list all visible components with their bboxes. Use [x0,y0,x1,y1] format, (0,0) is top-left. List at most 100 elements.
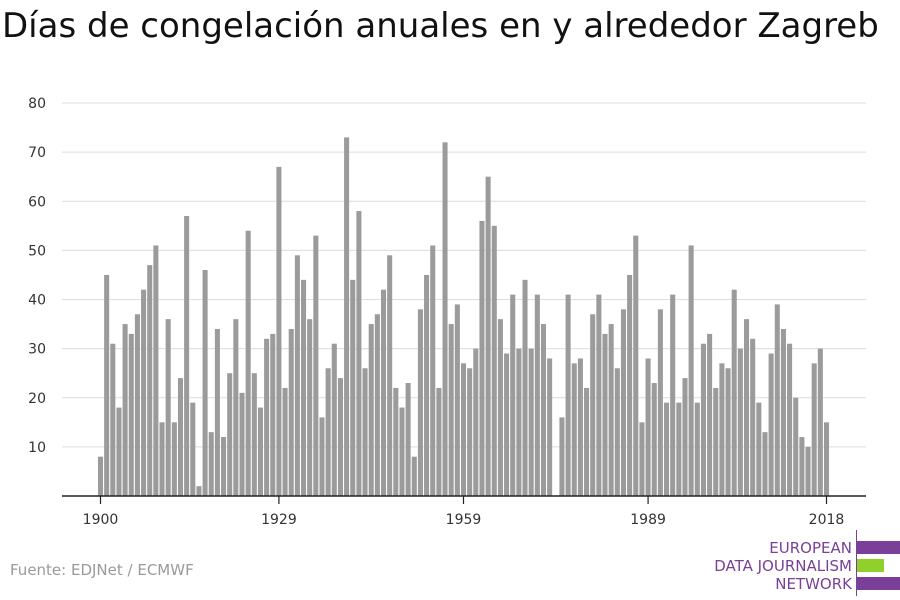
bar-1902 [110,343,116,496]
bar-1963 [485,176,491,496]
bar-1953 [424,274,430,496]
bar-2005 [743,319,750,496]
bar-1903 [116,407,122,496]
bar-1972 [540,324,547,496]
bar-2004 [737,348,743,497]
bar-2006 [750,338,756,496]
bar-2015 [805,446,811,497]
bar-1919 [214,328,220,496]
bar-1935 [313,235,319,496]
bar-1967 [510,294,516,496]
bar-1941 [350,279,356,496]
bar-2014 [799,437,805,496]
bar-1932 [294,255,300,496]
bar-1942 [356,211,362,496]
bar-2008 [762,432,768,496]
bar-1930 [282,387,288,496]
logo-bar-1 [857,541,900,554]
bar-1949 [399,407,405,496]
bar-1999 [707,333,713,496]
bar-1922 [233,319,239,496]
logo-bar-2 [857,559,884,572]
bar-2011 [780,328,786,496]
bar-1957 [448,324,454,496]
bar-1937 [325,368,331,496]
bar-1966 [504,353,510,496]
bar-1914 [184,215,190,497]
bar-1943 [362,368,368,496]
bar-1940 [344,137,350,496]
bar-1908 [147,265,153,496]
bar-1951 [411,456,417,496]
bar-1968 [516,348,522,497]
bar-2013 [793,397,799,496]
logo-line-1: EUROPEAN [769,539,852,557]
logo-line-3: NETWORK [775,575,852,593]
x-tick-label: 1929 [261,512,297,528]
bar-1965 [497,319,503,496]
bar-1958 [454,304,460,496]
bar-1901 [104,274,110,496]
bar-1979 [584,387,590,496]
y-tick-label: 60 [28,194,46,210]
bar-2000 [713,387,719,496]
bar-1909 [153,245,159,496]
bar-1944 [368,324,374,496]
bar-2012 [787,343,793,496]
x-axis-ticks: 1900 1929 1959 1989 2018 [83,496,845,528]
bar-1990 [651,383,657,496]
bar-1981 [596,294,602,496]
bar-2018 [823,422,830,496]
bar-1950 [405,383,411,496]
bar-1947 [387,255,393,496]
x-tick-label: 2018 [809,512,845,528]
bar-2002 [725,368,731,496]
logo-divider [856,530,857,596]
bar-1993 [670,294,676,496]
y-tick-label: 30 [28,342,46,358]
bar-1976 [565,294,571,496]
bar-1977 [571,363,577,496]
bar-1991 [657,309,663,496]
logo-bar-3 [857,577,900,590]
bar-1986 [627,274,633,496]
bar-1996 [688,245,694,496]
bar-1975 [559,417,565,496]
bar-1931 [288,328,294,496]
bar-1936 [319,417,325,496]
bar-1992 [664,402,670,496]
bar-1984 [614,368,620,496]
x-tick-label: 1989 [630,512,666,528]
bar-1917 [202,270,208,496]
bar-1998 [700,343,706,496]
bar-1961 [473,348,479,497]
bar-1970 [528,348,534,497]
bar-1910 [159,422,165,496]
bar-1997 [694,402,700,496]
bar-1954 [430,245,436,496]
y-tick-label: 80 [28,96,46,112]
bar-1923 [239,392,245,496]
bar-1933 [301,279,307,496]
bar-1988 [639,422,645,496]
bar-1939 [337,378,343,496]
bar-1989 [645,358,651,496]
bar-1969 [522,279,528,496]
bar-1912 [171,422,177,496]
bar-1911 [165,319,171,496]
bar-2010 [774,304,780,496]
y-tick-label: 70 [28,145,46,161]
bar-1904 [122,324,128,496]
bar-1938 [331,343,337,496]
bar-1928 [270,333,276,496]
bar-1978 [577,358,583,496]
bar-1973 [547,358,553,496]
bar-1952 [417,309,423,496]
bar-1905 [128,333,134,496]
bar-1916 [196,486,202,496]
x-tick-label: 1959 [446,512,482,528]
bar-1959 [460,363,467,496]
y-tick-label: 40 [28,293,46,309]
bar-1926 [257,407,263,496]
bars [97,137,830,497]
